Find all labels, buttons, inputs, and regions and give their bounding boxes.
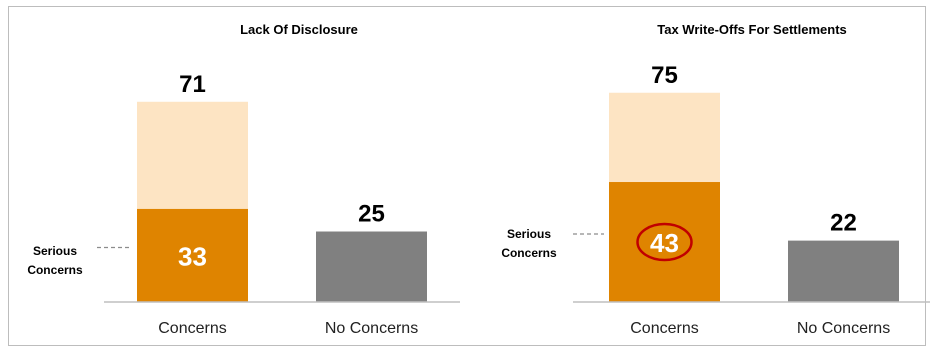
data-label-total: 22	[830, 210, 857, 237]
bar-serious-1	[609, 182, 720, 302]
serious-label-line: Serious	[33, 244, 77, 258]
tick-label: Concerns	[630, 320, 698, 337]
bar-serious-1	[137, 208, 248, 302]
serious-label-line: Serious	[507, 227, 551, 241]
serious-label-line: Concerns	[27, 263, 83, 277]
chart-title: Tax Write-Offs For Settlements	[657, 22, 847, 37]
data-label-total: 71	[179, 71, 206, 98]
tick-label: No Concerns	[797, 320, 890, 337]
tick-label: Concerns	[158, 320, 226, 337]
data-label-total: 75	[651, 62, 678, 89]
data-label-serious: 43	[650, 228, 679, 258]
highlight-circle	[636, 222, 693, 262]
bar-2	[316, 231, 427, 302]
serious-label-line: Concerns	[501, 246, 557, 260]
tick-label: No Concerns	[325, 320, 418, 337]
bar-2	[788, 240, 899, 302]
chart-frame	[8, 6, 926, 346]
data-label-total: 25	[358, 201, 385, 228]
data-label-serious: 33	[178, 241, 207, 271]
chart-title: Lack Of Disclosure	[240, 22, 358, 37]
